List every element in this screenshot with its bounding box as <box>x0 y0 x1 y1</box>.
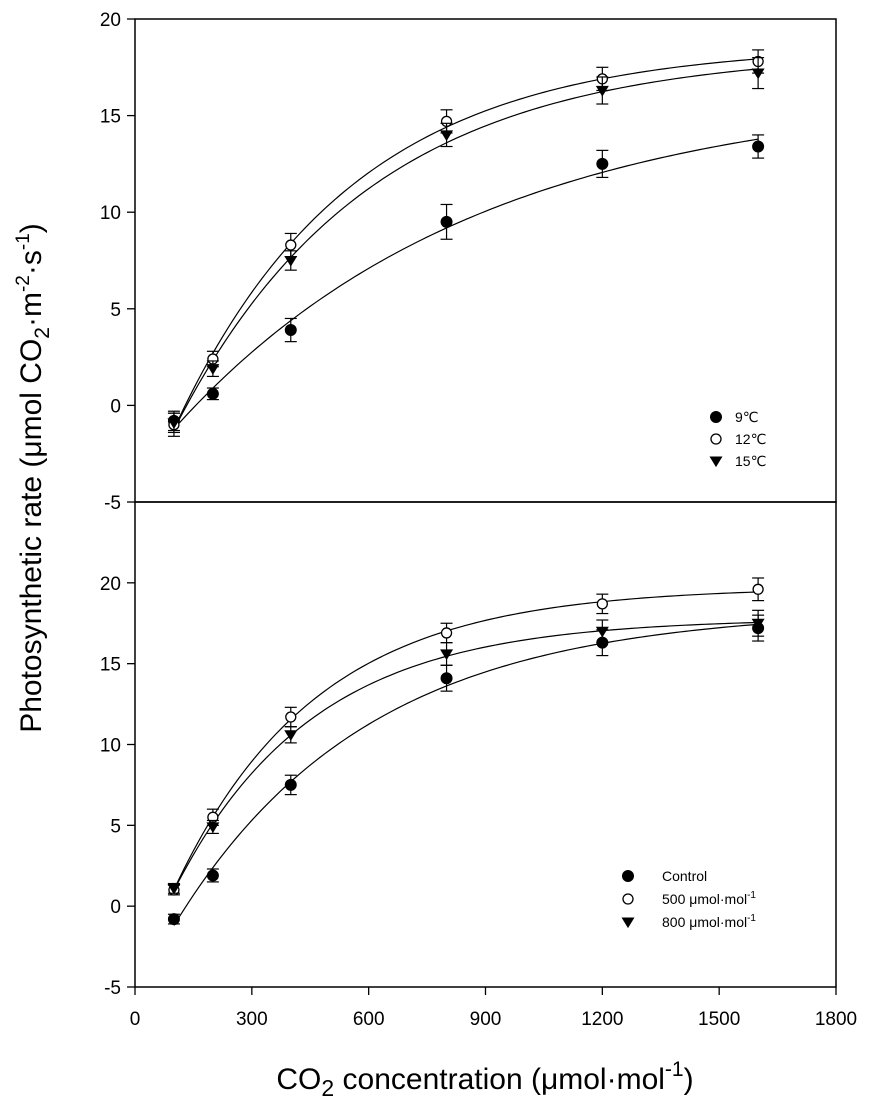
data-point-series-3 <box>206 364 220 375</box>
top-panel: -5 0 5 10 15 20 9℃ 12℃ 15℃ <box>100 10 837 514</box>
data-point-series-2 <box>752 583 764 595</box>
data-point-series-3 <box>167 883 181 895</box>
data-point-series-3 <box>595 85 609 97</box>
y-tick-label: -5 <box>104 493 121 514</box>
data-point-series-1 <box>206 387 219 400</box>
data-point-series-1 <box>440 672 453 685</box>
data-point-series-2 <box>285 239 297 251</box>
data-point-series-3 <box>167 418 181 429</box>
fit-curve-series-2 <box>173 58 759 430</box>
data-point-series-1 <box>440 215 453 228</box>
legend-label: 12℃ <box>735 431 766 447</box>
data-point-series-1 <box>206 869 219 882</box>
y-tick-label: -5 <box>104 978 121 999</box>
data-point-series-3 <box>595 626 609 638</box>
fit-curve-series-1 <box>173 138 759 430</box>
data-point-series-3 <box>440 649 454 661</box>
x-axis-title: CO2 concentration (μmol·mol-1) <box>276 1058 693 1101</box>
data-point-series-3 <box>206 822 220 834</box>
data-point-series-2 <box>440 627 453 639</box>
x-tick-label: 1500 <box>698 1009 740 1030</box>
y-tick-label: 20 <box>100 10 121 31</box>
data-point-series-1 <box>596 157 609 170</box>
y-tick-label: 20 <box>100 574 121 595</box>
data-point-series-1 <box>752 140 765 153</box>
y-tick-label: 0 <box>110 897 121 918</box>
x-tick-label: 300 <box>236 1009 268 1030</box>
data-point-series-2 <box>596 598 608 610</box>
y-tick-label: 5 <box>110 300 121 321</box>
fit-curve-series-3 <box>173 621 759 891</box>
data-point-series-3 <box>284 730 298 741</box>
x-tick-label: 900 <box>470 1009 502 1030</box>
data-point-series-1 <box>284 324 297 337</box>
y-tick-label: 10 <box>100 203 121 224</box>
legend-label: Control <box>662 868 707 884</box>
plot-frame <box>134 18 837 503</box>
y-tick-label: 15 <box>100 107 121 128</box>
y-axis-title: Photosynthetic rate (μmol CO2·m-2·s-1) <box>13 223 54 733</box>
fit-curve-series-3 <box>173 68 759 430</box>
legend-label: 9℃ <box>735 409 759 425</box>
data-point-series-1 <box>167 913 180 926</box>
fit-curve-series-2 <box>173 591 759 890</box>
data-point-series-2 <box>285 711 297 723</box>
x-tick-label: 0 <box>130 1009 141 1030</box>
fit-curve-series-1 <box>173 623 759 926</box>
legend-label: 15℃ <box>735 453 766 469</box>
data-point-series-3 <box>751 68 765 80</box>
data-point-series-3 <box>440 130 454 142</box>
legend-entry-1: Control <box>622 868 707 884</box>
legend-entry-2: 12℃ <box>710 431 766 447</box>
data-point-series-1 <box>284 778 297 791</box>
data-point-series-3 <box>751 618 765 630</box>
legend-entry-1: 9℃ <box>710 409 759 425</box>
y-tick-label: 10 <box>100 736 121 757</box>
data-point-series-3 <box>284 255 298 267</box>
y-tick-label: 5 <box>110 816 121 837</box>
x-tick-label: 1800 <box>815 1009 857 1030</box>
y-tick-label: 0 <box>110 396 121 417</box>
legend-entry-3: 15℃ <box>709 453 766 469</box>
y-tick-label: 15 <box>100 655 121 676</box>
legend-entry-2: 500 μmol·mol-1 <box>622 890 756 907</box>
legend-entry-3: 800 μmol·mol-1 <box>621 913 756 930</box>
x-tick-label: 600 <box>353 1009 385 1030</box>
legend-label: 500 μmol·mol-1 <box>662 890 756 907</box>
bottom-panel: -5 0 5 10 15 20 0 300 600 900 1200 1500 1800 Control 5… <box>100 501 857 1030</box>
x-tick-label: 1200 <box>581 1009 623 1030</box>
legend-label: 800 μmol·mol-1 <box>662 913 756 930</box>
